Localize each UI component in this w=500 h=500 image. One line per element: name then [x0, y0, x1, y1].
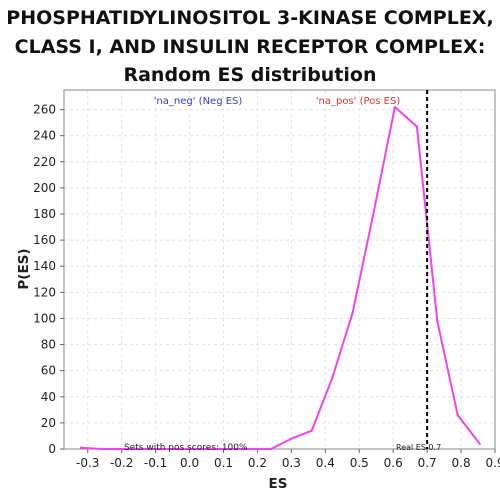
data-point — [415, 125, 419, 128]
data-point — [330, 377, 334, 380]
plot-area-frame — [63, 89, 496, 450]
y-tick-label: 160 — [33, 233, 56, 247]
y-tick-label: 240 — [33, 129, 56, 143]
real-es-annotation: Real ES 0.7 — [396, 443, 441, 452]
y-axis-label: P(ES) — [16, 248, 32, 289]
x-axis-ticks: -0.3 -0.2 -0.1 0.0 0.1 0.2 0.3 0.4 0.5 0.6 0.7 0.8 0… — [76, 449, 500, 470]
y-tick-label: 220 — [33, 155, 56, 169]
y-tick-label: 20 — [41, 416, 56, 430]
y-tick-label: 40 — [41, 390, 56, 404]
data-point — [120, 447, 123, 451]
y-tick-label: 100 — [33, 311, 56, 325]
data-point — [269, 447, 273, 451]
y-tick-label: 180 — [33, 207, 56, 221]
data-point — [393, 105, 397, 109]
y-tick-label: 200 — [33, 181, 56, 195]
data-point — [351, 312, 354, 315]
x-tick-label: -0.1 — [144, 456, 167, 470]
pos-es-label: 'na_pos' (Pos ES) — [316, 96, 401, 107]
x-tick-label: 0.6 — [384, 456, 403, 470]
data-point — [478, 442, 481, 445]
x-axis-label: ES — [269, 476, 288, 492]
data-point — [310, 429, 313, 432]
neg-es-label: 'na_neg' (Neg ES) — [154, 96, 243, 107]
y-tick-label: 60 — [41, 364, 56, 378]
y-tick-label: 80 — [41, 338, 56, 352]
data-point — [371, 215, 375, 218]
data-point — [140, 447, 144, 451]
x-tick-label: -0.3 — [76, 456, 99, 470]
x-tick-label: 0.5 — [350, 456, 369, 470]
x-tick-label: 0.9 — [485, 456, 500, 470]
y-tick-label: 0 — [48, 442, 56, 456]
chart-title: PHOSPHATIDYLINOSITOL 3-KINASE COMPLEX, C… — [0, 4, 500, 90]
data-point — [181, 447, 184, 451]
grid-lines — [64, 90, 496, 450]
data-point — [290, 437, 293, 440]
data-point — [242, 447, 246, 451]
data-point — [79, 446, 83, 449]
y-tick-label: 120 — [33, 285, 56, 299]
sets-pos-scores-annotation: Sets with pos scores: 100% — [124, 443, 248, 453]
x-tick-label: -0.2 — [110, 456, 133, 470]
x-tick-label: 0.7 — [418, 456, 437, 470]
data-point — [436, 319, 439, 323]
data-point — [456, 413, 459, 417]
es-distribution-line — [80, 106, 481, 450]
x-tick-label: 0.0 — [180, 456, 199, 470]
x-tick-label: 0.1 — [214, 456, 233, 470]
y-tick-label: 260 — [33, 103, 56, 117]
x-tick-label: 0.4 — [316, 456, 335, 470]
x-tick-label: 0.3 — [282, 456, 301, 470]
es-data-points — [79, 105, 481, 451]
data-point — [222, 447, 225, 451]
y-tick-label: 140 — [33, 259, 56, 273]
data-point — [201, 447, 205, 451]
data-point — [100, 447, 103, 451]
x-tick-label: 0.8 — [452, 456, 471, 470]
y-axis-ticks: 0 20 40 60 80 100 120 140 160 180 200 220 240 260 — [33, 103, 64, 456]
chart-title-line-2: CLASS I, AND INSULIN RECEPTOR COMPLEX: — [14, 35, 486, 58]
chart-title-line-3: Random ES distribution — [123, 64, 377, 86]
chart-title-line-1: PHOSPHATIDYLINOSITOL 3-KINASE COMPLEX, — [6, 7, 494, 29]
x-tick-label: 0.2 — [248, 456, 267, 470]
data-point — [161, 447, 164, 451]
